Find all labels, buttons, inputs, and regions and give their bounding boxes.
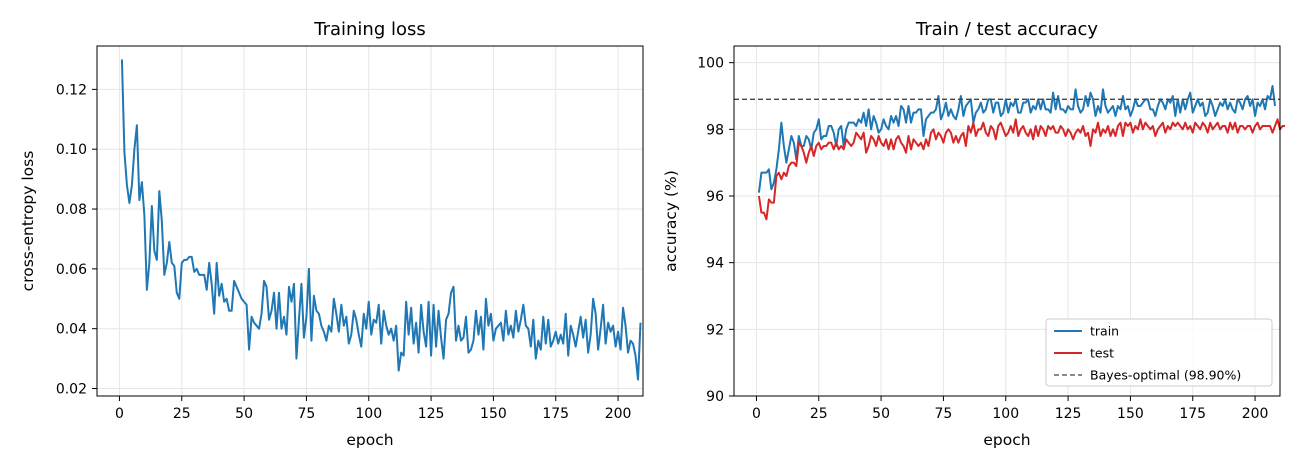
- chart-title: Training loss: [313, 19, 426, 40]
- y-tick-label: 0.10: [56, 142, 87, 158]
- legend-label-train: train: [1090, 324, 1119, 339]
- x-tick-label: 175: [1179, 406, 1206, 422]
- series-line-series-0: [120, 59, 642, 381]
- x-tick-label: 150: [1117, 406, 1144, 422]
- plot-frame: [96, 45, 644, 397]
- x-tick-label: 125: [418, 406, 445, 422]
- x-tick-label: 200: [605, 406, 632, 422]
- plot-frame: [733, 45, 1281, 397]
- x-tick-label: 0: [752, 406, 761, 422]
- y-tick-label: 92: [706, 322, 724, 338]
- x-tick-label: 100: [355, 406, 382, 422]
- x-tick-label: 25: [173, 406, 191, 422]
- y-tick-label: 94: [706, 256, 724, 272]
- grid: [97, 46, 643, 396]
- y-tick-label: 98: [706, 122, 724, 138]
- y-tick-label: 0.08: [56, 202, 87, 218]
- x-tick-label: 150: [480, 406, 507, 422]
- y-tick-label: 0.06: [56, 262, 87, 278]
- series-layer: [120, 59, 642, 381]
- legend: train test Bayes-optimal (98.90%): [1045, 318, 1273, 387]
- x-tick-label: 50: [235, 406, 253, 422]
- y-tick-label: 0.12: [56, 82, 87, 98]
- x-tick-label: 25: [810, 406, 828, 422]
- x-tick-label: 200: [1242, 406, 1269, 422]
- x-tick-label: 75: [298, 406, 316, 422]
- series-line-train: [757, 85, 1277, 193]
- chart-title: Train / test accuracy: [915, 19, 1099, 40]
- series-layer: [734, 85, 1285, 221]
- x-tick-label: 175: [542, 406, 569, 422]
- x-tick-label: 100: [992, 406, 1019, 422]
- y-tick-label: 0.04: [56, 322, 87, 338]
- y-axis-label: cross-entropy loss: [19, 151, 37, 292]
- y-tick-label: 90: [706, 389, 724, 405]
- x-tick-label: 125: [1055, 406, 1082, 422]
- y-axis-label: accuracy (%): [662, 170, 680, 272]
- x-axis-label: epoch: [983, 431, 1030, 449]
- legend-label-bayes: Bayes-optimal (98.90%): [1090, 368, 1241, 383]
- legend-label-test: test: [1090, 346, 1114, 361]
- y-tick-label: 96: [706, 189, 724, 205]
- x-axis-label: epoch: [346, 431, 393, 449]
- x-tick-label: 0: [115, 406, 124, 422]
- y-tick-label: 100: [697, 56, 724, 72]
- ticks: 0 25 50 75 100 125 150 175 200 90 92 94 96 98 100: [697, 56, 1268, 422]
- series-line-test: [757, 118, 1285, 221]
- x-tick-label: 50: [872, 406, 890, 422]
- training-loss-panel: 0 25 50 75 100 125 150 175 200 0.02 0.04 0.06 0.08 0.…: [19, 19, 644, 449]
- legend-box: [1045, 318, 1273, 387]
- ticks: 0 25 50 75 100 125 150 175 200 0.02 0.04 0.06 0.08 0.…: [56, 82, 632, 422]
- x-tick-label: 75: [935, 406, 953, 422]
- accuracy-panel: 0 25 50 75 100 125 150 175 200 90 92 94 96 98 100 Trai…: [662, 19, 1285, 449]
- y-tick-label: 0.02: [56, 382, 87, 398]
